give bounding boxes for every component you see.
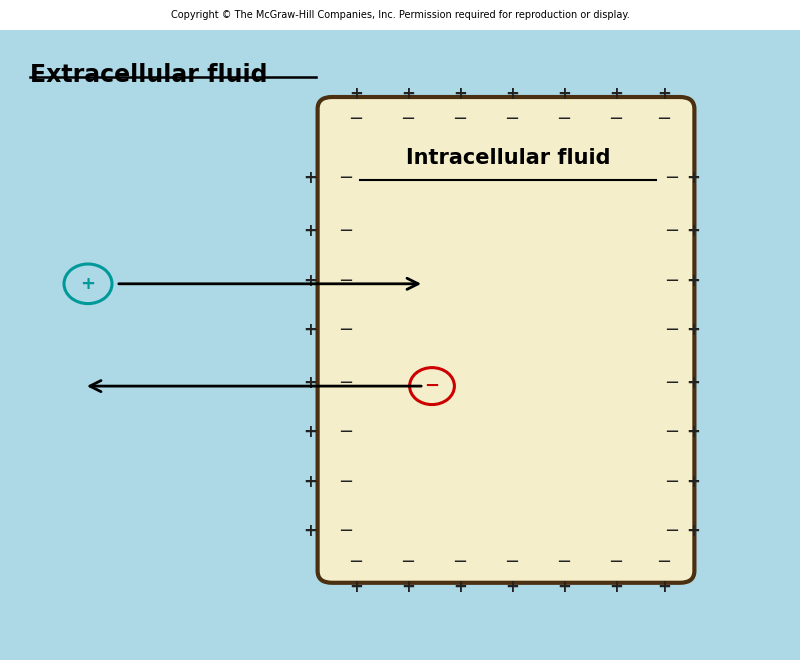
Text: +: +	[686, 522, 700, 541]
Text: +: +	[349, 84, 363, 103]
Text: −: −	[657, 110, 671, 128]
Text: −: −	[609, 553, 623, 572]
Text: Copyright © The McGraw-Hill Companies, Inc. Permission required for reproduction: Copyright © The McGraw-Hill Companies, I…	[170, 9, 630, 20]
Text: −: −	[665, 423, 679, 442]
Text: +: +	[686, 473, 700, 491]
Text: Extracellular fluid: Extracellular fluid	[30, 63, 268, 86]
Text: +: +	[303, 222, 318, 240]
Text: +: +	[686, 169, 700, 187]
Bar	[0, 0, 800, 30]
Text: −: −	[609, 110, 623, 128]
Text: Intracellular fluid: Intracellular fluid	[406, 148, 610, 168]
Text: −: −	[349, 110, 363, 128]
Text: −: −	[657, 553, 671, 572]
Text: −: −	[665, 271, 679, 290]
Text: +: +	[401, 578, 415, 597]
Text: −: −	[338, 169, 353, 187]
Text: −: −	[338, 222, 353, 240]
Text: +: +	[557, 578, 571, 597]
Text: −: −	[665, 222, 679, 240]
Text: +: +	[303, 321, 318, 339]
Text: +: +	[557, 84, 571, 103]
Text: −: −	[557, 110, 571, 128]
Text: −: −	[338, 374, 353, 392]
Text: +: +	[657, 84, 671, 103]
Text: −: −	[338, 321, 353, 339]
Text: −: −	[338, 473, 353, 491]
Text: +: +	[453, 578, 467, 597]
Text: +: +	[686, 423, 700, 442]
Text: −: −	[338, 271, 353, 290]
Text: +: +	[303, 374, 318, 392]
Text: −: −	[453, 110, 467, 128]
Text: +: +	[505, 84, 519, 103]
Text: +: +	[303, 271, 318, 290]
Text: +: +	[686, 222, 700, 240]
FancyBboxPatch shape	[318, 97, 694, 583]
Text: −: −	[665, 169, 679, 187]
Text: −: −	[401, 553, 415, 572]
Text: +: +	[609, 578, 623, 597]
Text: +: +	[401, 84, 415, 103]
Text: +: +	[686, 271, 700, 290]
Text: +: +	[686, 374, 700, 392]
Text: −: −	[401, 110, 415, 128]
Text: −: −	[338, 522, 353, 541]
Text: −: −	[349, 553, 363, 572]
Text: +: +	[609, 84, 623, 103]
Text: −: −	[453, 553, 467, 572]
Text: −: −	[505, 553, 519, 572]
Text: +: +	[81, 275, 95, 293]
Text: −: −	[505, 110, 519, 128]
Text: +: +	[303, 522, 318, 541]
Text: −: −	[665, 374, 679, 392]
Text: +: +	[686, 321, 700, 339]
Text: −: −	[557, 553, 571, 572]
Text: +: +	[505, 578, 519, 597]
Text: +: +	[453, 84, 467, 103]
Text: +: +	[303, 423, 318, 442]
Text: +: +	[303, 169, 318, 187]
Text: −: −	[425, 377, 439, 395]
Text: +: +	[349, 578, 363, 597]
Text: −: −	[665, 321, 679, 339]
Text: +: +	[303, 473, 318, 491]
Text: −: −	[665, 473, 679, 491]
Text: −: −	[665, 522, 679, 541]
Text: −: −	[338, 423, 353, 442]
Text: +: +	[657, 578, 671, 597]
